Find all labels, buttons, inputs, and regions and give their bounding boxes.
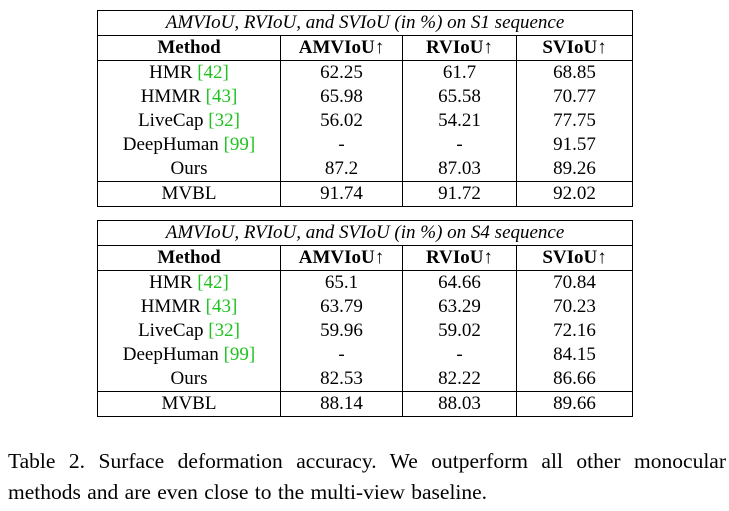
amviou-cell: 65.98	[280, 85, 403, 109]
header-amviou: AMVIoU↑	[280, 245, 403, 271]
method-cell: HMMR [43]	[97, 85, 281, 109]
amviou-cell: -	[280, 343, 403, 367]
sviou-cell: 92.02	[515, 181, 634, 207]
citation-link[interactable]: [99]	[223, 344, 256, 365]
s4-results-table: AMVIoU, RVIoU, and SVIoU (in %) on S4 se…	[96, 220, 634, 417]
method-cell: Ours	[97, 157, 281, 182]
citation-link[interactable]: [42]	[197, 62, 229, 83]
rviou-cell: 65.58	[402, 85, 517, 109]
method-cell: HMR [42]	[97, 60, 281, 85]
citation-link[interactable]: [32]	[208, 320, 240, 341]
method-cell: MVBL	[97, 391, 281, 417]
sviou-cell: 68.85	[515, 60, 634, 85]
method-cell: LiveCap [32]	[97, 319, 281, 343]
rviou-cell: 64.66	[402, 270, 517, 295]
method-cell: HMR [42]	[97, 270, 281, 295]
sviou-cell: 70.84	[515, 270, 634, 295]
method-cell: DeepHuman [99]	[97, 133, 281, 157]
figure-caption: Table 2. Surface deformation accuracy. W…	[8, 446, 726, 508]
rviou-cell: 61.7	[402, 60, 517, 85]
table-row: Ours 87.2 87.03 89.26	[97, 157, 634, 182]
header-method: Method	[97, 35, 281, 61]
method-cell: Ours	[97, 367, 281, 392]
citation-link[interactable]: [42]	[197, 272, 229, 293]
rviou-cell: -	[402, 343, 517, 367]
amviou-cell: 82.53	[280, 367, 403, 392]
rviou-cell: 54.21	[402, 109, 517, 133]
s4-table-caption: AMVIoU, RVIoU, and SVIoU (in %) on S4 se…	[96, 220, 634, 246]
amviou-cell: 87.2	[280, 157, 403, 182]
table-row: LiveCap [32] 56.02 54.21 77.75	[97, 109, 634, 133]
amviou-cell: -	[280, 133, 403, 157]
table-row: HMMR [43] 65.98 65.58 70.77	[97, 85, 634, 109]
s1-results-table: AMVIoU, RVIoU, and SVIoU (in %) on S1 se…	[96, 10, 634, 207]
sviou-cell: 89.66	[515, 391, 634, 417]
header-amviou: AMVIoU↑	[280, 35, 403, 61]
caption-label: Table 2.	[8, 449, 86, 473]
baseline-row: MVBL 91.74 91.72 92.02	[97, 181, 634, 207]
amviou-cell: 91.74	[280, 181, 403, 207]
rviou-cell: 82.22	[402, 367, 517, 392]
rviou-cell: -	[402, 133, 517, 157]
header-rviou: RVIoU↑	[402, 245, 517, 271]
table-row: HMR [42] 62.25 61.7 68.85	[97, 60, 634, 85]
sviou-cell: 72.16	[515, 319, 634, 343]
citation-link[interactable]: [43]	[205, 296, 238, 317]
amviou-cell: 59.96	[280, 319, 403, 343]
amviou-cell: 65.1	[280, 270, 403, 295]
sviou-cell: 77.75	[515, 109, 634, 133]
table-row: Ours 82.53 82.22 86.66	[97, 367, 634, 392]
amviou-cell: 62.25	[280, 60, 403, 85]
method-cell: LiveCap [32]	[97, 109, 281, 133]
caption-text: Surface deformation accuracy. We outperf…	[8, 449, 726, 504]
sviou-cell: 86.66	[515, 367, 634, 392]
header-method: Method	[97, 245, 281, 271]
amviou-cell: 63.79	[280, 295, 403, 319]
sviou-cell: 89.26	[515, 157, 634, 182]
header-sviou: SVIoU↑	[515, 35, 634, 61]
rviou-cell: 59.02	[402, 319, 517, 343]
citation-link[interactable]: [99]	[223, 134, 256, 155]
s1-table-caption: AMVIoU, RVIoU, and SVIoU (in %) on S1 se…	[96, 10, 634, 36]
rviou-cell: 88.03	[402, 391, 517, 417]
citation-link[interactable]: [32]	[208, 110, 240, 131]
rviou-cell: 87.03	[402, 157, 517, 182]
method-cell: DeepHuman [99]	[97, 343, 281, 367]
table-row: HMMR [43] 63.79 63.29 70.23	[97, 295, 634, 319]
sviou-cell: 91.57	[515, 133, 634, 157]
baseline-row: MVBL 88.14 88.03 89.66	[97, 391, 634, 417]
table-row: DeepHuman [99] - - 91.57	[97, 133, 634, 157]
header-sviou: SVIoU↑	[515, 245, 634, 271]
rviou-cell: 91.72	[402, 181, 517, 207]
sviou-cell: 70.23	[515, 295, 634, 319]
sviou-cell: 70.77	[515, 85, 634, 109]
method-cell: MVBL	[97, 181, 281, 207]
header-rviou: RVIoU↑	[402, 35, 517, 61]
table-row: DeepHuman [99] - - 84.15	[97, 343, 634, 367]
table-row: HMR [42] 65.1 64.66 70.84	[97, 270, 634, 295]
table-row: LiveCap [32] 59.96 59.02 72.16	[97, 319, 634, 343]
amviou-cell: 88.14	[280, 391, 403, 417]
rviou-cell: 63.29	[402, 295, 517, 319]
method-cell: HMMR [43]	[97, 295, 281, 319]
citation-link[interactable]: [43]	[205, 86, 238, 107]
amviou-cell: 56.02	[280, 109, 403, 133]
sviou-cell: 84.15	[515, 343, 634, 367]
